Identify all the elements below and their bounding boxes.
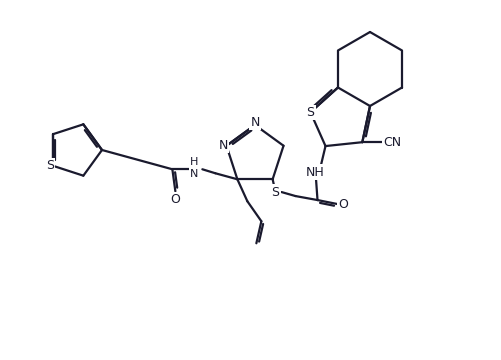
Text: S: S — [271, 185, 279, 199]
Text: NH: NH — [306, 166, 324, 179]
Text: CN: CN — [382, 136, 401, 149]
Text: N: N — [218, 139, 227, 152]
Text: O: O — [338, 198, 348, 211]
Text: N: N — [250, 116, 259, 129]
Text: S: S — [306, 106, 314, 119]
Text: H
N: H N — [190, 157, 198, 179]
Text: S: S — [46, 159, 54, 172]
Text: O: O — [170, 193, 180, 206]
